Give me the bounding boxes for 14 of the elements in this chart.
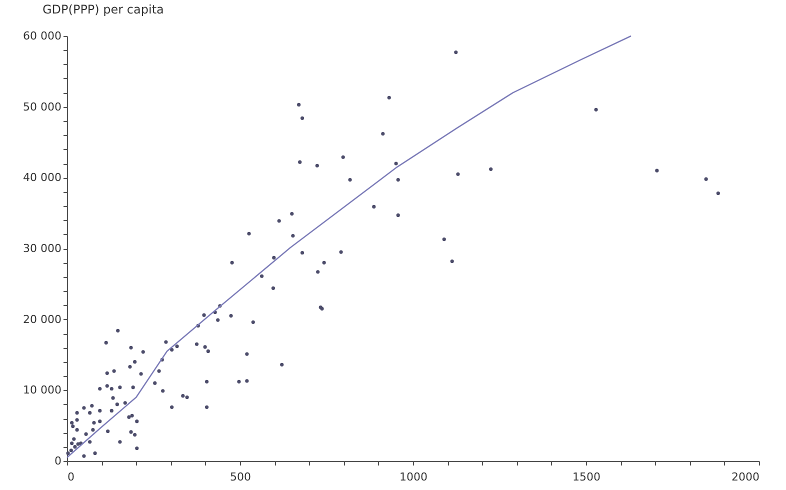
line-series [66,35,632,458]
y-tick-label: 50 000 [23,100,62,114]
y-tick-label: 30 000 [23,242,62,255]
x-tick-label: 500 [230,470,251,484]
y-tick-label: 60 000 [23,30,62,42]
x-tick-label: 1500 [572,470,600,484]
y-tick-label: 0 [54,454,62,468]
y-tick-label: 10 000 [23,384,62,397]
y-tick-label: 20 000 [23,312,62,326]
y-axis-title: GDP(PPP) per capita [42,2,164,16]
x-tick-label: 0 [68,470,74,484]
y-tick-label: 40 000 [23,171,62,184]
x-tick-label: 1000 [400,470,428,484]
x-tick-label: 2000 [732,470,760,484]
